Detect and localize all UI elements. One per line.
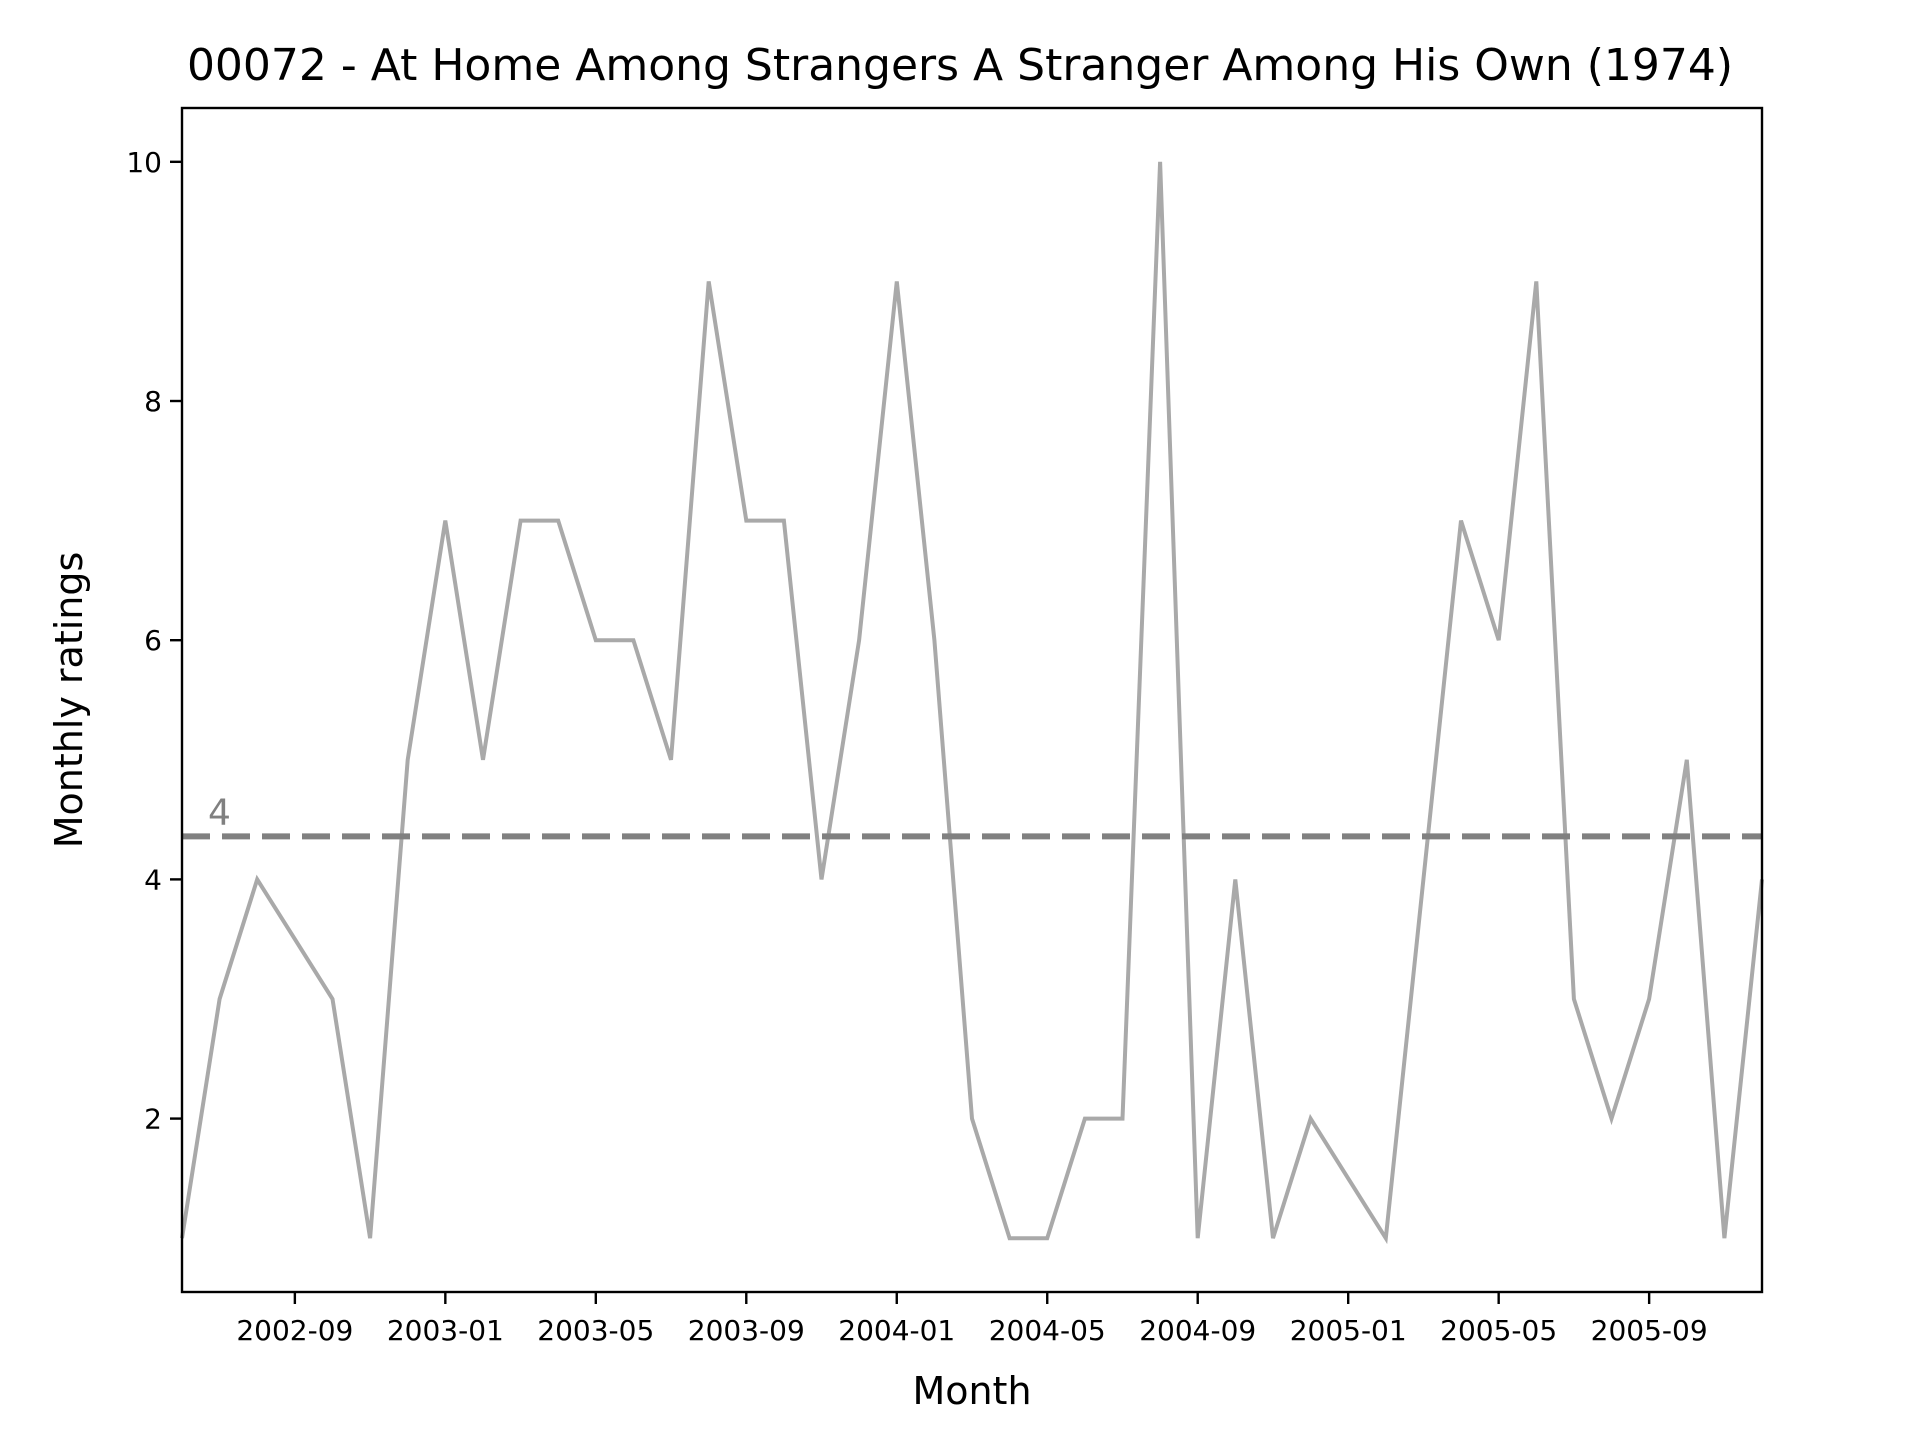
x-tick-label: 2004-09 xyxy=(1139,1314,1256,1347)
series-line xyxy=(180,161,1764,1245)
y-axis: 2 4 6 8 10 xyxy=(126,146,182,1136)
chart-title: 00072 - At Home Among Strangers A Strang… xyxy=(187,40,1733,91)
plot-frame xyxy=(180,106,1764,1294)
x-tick-label: 2003-05 xyxy=(537,1314,654,1347)
x-tick-label: 2003-01 xyxy=(387,1314,504,1347)
x-tick-label: 2005-09 xyxy=(1591,1314,1708,1347)
x-tick-label: 2005-01 xyxy=(1290,1314,1407,1347)
x-tick-label: 2004-05 xyxy=(989,1314,1106,1347)
x-tick-label: 2003-09 xyxy=(688,1314,805,1347)
x-tick-label: 2002-09 xyxy=(236,1314,353,1347)
x-tick-label: 2005-05 xyxy=(1440,1314,1557,1347)
y-tick-label: 2 xyxy=(144,1103,162,1136)
x-axis: 2002-09 2003-01 2003-05 2003-09 2004-01 2004-… xyxy=(236,1292,1708,1347)
y-tick-label: 4 xyxy=(144,863,162,896)
plot-area: 4 xyxy=(180,108,1764,1292)
y-tick-label: 6 xyxy=(144,624,162,657)
y-tick-label: 8 xyxy=(144,385,162,418)
y-axis-label: Monthly ratings xyxy=(47,552,91,849)
x-axis-label: Month xyxy=(912,1369,1031,1413)
y-tick-label: 10 xyxy=(126,146,162,179)
reference-line-label: 4 xyxy=(208,792,231,833)
x-tick-label: 2004-01 xyxy=(838,1314,955,1347)
